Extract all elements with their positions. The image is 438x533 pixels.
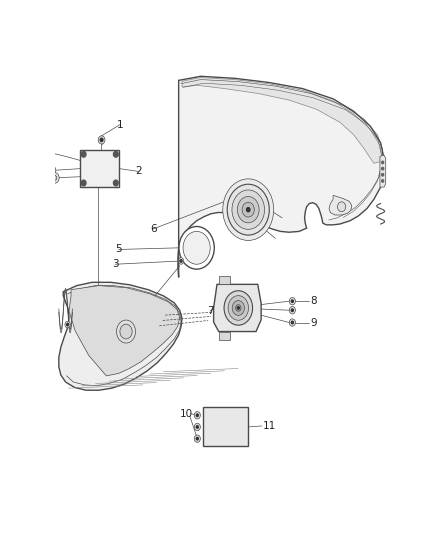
Polygon shape — [329, 195, 352, 215]
Circle shape — [194, 423, 200, 431]
Bar — [80, 150, 119, 187]
Circle shape — [381, 180, 384, 182]
Circle shape — [224, 290, 253, 325]
Text: 7: 7 — [207, 306, 214, 316]
Circle shape — [179, 227, 214, 269]
Circle shape — [232, 190, 265, 229]
Circle shape — [113, 151, 118, 157]
Polygon shape — [59, 282, 182, 390]
Circle shape — [194, 411, 200, 419]
Circle shape — [50, 173, 59, 183]
Circle shape — [100, 138, 103, 142]
Text: 5: 5 — [115, 245, 122, 254]
Circle shape — [291, 300, 293, 302]
Circle shape — [236, 305, 241, 311]
Polygon shape — [219, 276, 230, 284]
Circle shape — [81, 151, 86, 157]
Circle shape — [194, 435, 200, 442]
Circle shape — [290, 297, 295, 305]
Circle shape — [237, 306, 239, 309]
Circle shape — [232, 301, 244, 316]
Circle shape — [120, 324, 132, 339]
Circle shape — [46, 150, 50, 155]
Circle shape — [49, 168, 53, 173]
Polygon shape — [380, 155, 386, 187]
Circle shape — [47, 165, 56, 176]
Text: 10: 10 — [180, 409, 193, 418]
Circle shape — [196, 414, 198, 416]
Circle shape — [65, 321, 71, 328]
Circle shape — [291, 321, 293, 324]
Polygon shape — [219, 332, 230, 340]
Circle shape — [242, 202, 254, 217]
Circle shape — [223, 179, 274, 240]
Circle shape — [228, 296, 248, 320]
Circle shape — [180, 260, 182, 262]
Circle shape — [381, 167, 384, 170]
Text: 2: 2 — [136, 166, 142, 176]
Circle shape — [237, 197, 259, 223]
Polygon shape — [178, 76, 384, 277]
Bar — [203, 407, 247, 447]
Circle shape — [247, 207, 250, 212]
Circle shape — [291, 309, 293, 311]
Circle shape — [290, 306, 295, 314]
Circle shape — [381, 161, 384, 164]
Polygon shape — [182, 77, 383, 163]
Circle shape — [81, 180, 86, 186]
Text: 11: 11 — [262, 421, 276, 431]
Circle shape — [227, 184, 269, 235]
Polygon shape — [214, 284, 261, 332]
Circle shape — [196, 438, 198, 440]
Text: 9: 9 — [310, 318, 317, 327]
Circle shape — [183, 231, 210, 264]
Circle shape — [178, 257, 184, 264]
Circle shape — [113, 180, 118, 186]
Circle shape — [196, 426, 198, 428]
Circle shape — [67, 324, 69, 326]
Text: 3: 3 — [112, 259, 119, 269]
Text: 8: 8 — [310, 296, 317, 306]
Text: 6: 6 — [150, 224, 156, 234]
Circle shape — [338, 202, 346, 212]
Text: 1: 1 — [117, 120, 123, 130]
Circle shape — [53, 175, 57, 180]
Circle shape — [98, 136, 105, 144]
Circle shape — [381, 174, 384, 176]
Polygon shape — [69, 286, 180, 376]
Circle shape — [43, 147, 53, 158]
Circle shape — [290, 319, 295, 326]
Circle shape — [117, 320, 135, 343]
